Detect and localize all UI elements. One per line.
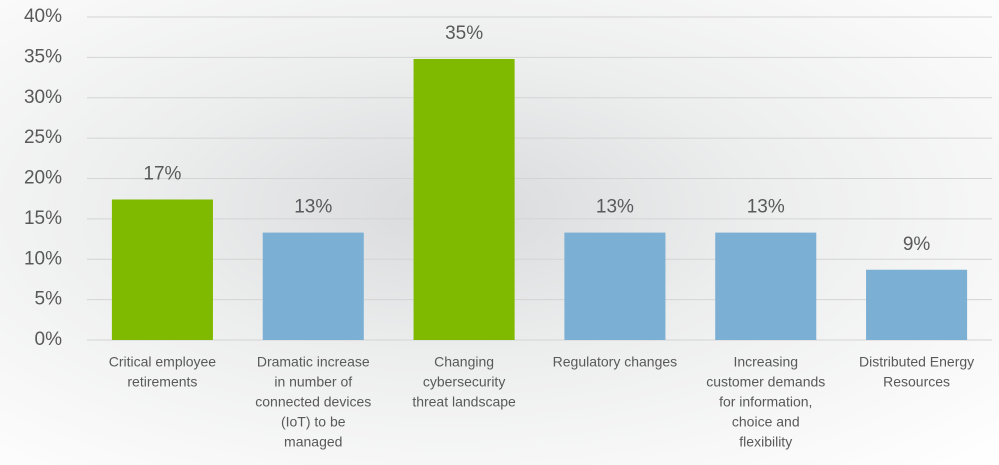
y-tick-label: 30% [24, 87, 62, 108]
x-tick-label: Resources [883, 374, 950, 390]
x-tick-label: threat landscape [412, 394, 516, 410]
y-tick-label: 40% [24, 6, 62, 27]
x-tick-label: in number of [274, 374, 352, 390]
bar [111, 199, 213, 340]
y-tick-label: 5% [35, 289, 63, 310]
value-label: 9% [903, 234, 931, 255]
y-tick-label: 0% [35, 329, 63, 350]
x-tick-label: Distributed Energy [859, 354, 974, 370]
x-tick-label: connected devices [255, 394, 371, 410]
x-tick-label: for information, [719, 394, 812, 410]
bar [715, 232, 817, 340]
y-tick-label: 35% [24, 46, 62, 67]
x-tick-label: choice and [732, 414, 800, 430]
y-tick-label: 15% [24, 208, 62, 229]
bar [413, 58, 515, 341]
value-label: 13% [294, 197, 332, 218]
y-tick-label: 10% [24, 248, 62, 269]
bar [866, 269, 968, 340]
x-tick-label: Regulatory changes [553, 354, 678, 370]
x-tick-label: Critical employee [109, 354, 217, 370]
x-tick-label: Increasing [733, 354, 798, 370]
x-tick-label: (IoT) to be [281, 414, 346, 430]
y-tick-label: 20% [24, 168, 62, 189]
x-tick-label: Changing [434, 354, 494, 370]
x-tick-label: cybersecurity [423, 374, 505, 390]
value-label: 35% [445, 23, 483, 44]
x-tick-label: flexibility [739, 434, 792, 450]
bar [564, 232, 666, 340]
x-tick-label: retirements [127, 374, 197, 390]
value-label: 17% [143, 164, 181, 185]
value-label: 13% [596, 197, 634, 218]
x-tick-label: customer demands [706, 374, 825, 390]
y-tick-label: 25% [24, 127, 62, 148]
bar [262, 232, 364, 340]
x-tick-label: managed [284, 434, 342, 450]
x-tick-label: Dramatic increase [257, 354, 370, 370]
value-label: 13% [747, 197, 785, 218]
